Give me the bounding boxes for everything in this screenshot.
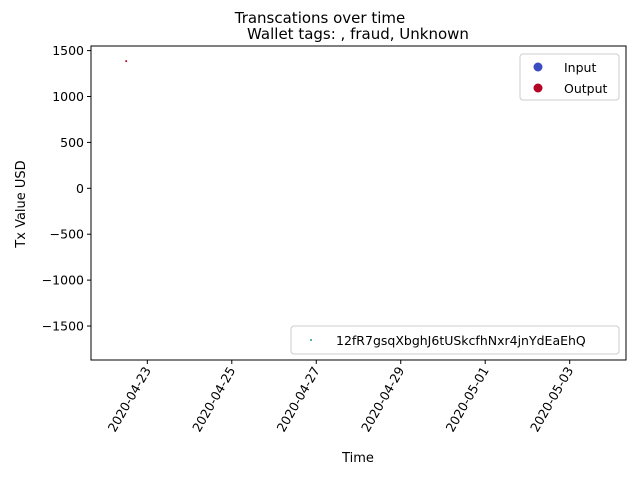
x-tick-label: 2020-05-03 [527, 364, 576, 434]
y-tick-label: 1500 [52, 43, 84, 58]
x-tick-label: 2020-04-25 [189, 364, 238, 434]
y-tick-label: −500 [50, 227, 84, 242]
x-tick-label: 2020-04-29 [358, 364, 407, 434]
chart-suptitle: Transcations over time [234, 9, 406, 27]
x-axis: 2020-04-23 2020-04-25 2020-04-27 2020-04-29… [105, 360, 576, 434]
legend-input-marker [533, 62, 543, 72]
legend-output-label: Output [564, 81, 608, 96]
legend-top: Input Output [519, 53, 620, 101]
legend-bottom-box [290, 325, 620, 355]
chart-title: Wallet tags: , fraud, Unknown [247, 25, 469, 43]
y-tick-label: 500 [60, 135, 84, 150]
y-tick-label: 0 [76, 181, 84, 196]
y-tick-label: −1000 [42, 273, 84, 288]
data-point-output [125, 60, 128, 63]
y-axis-label: Tx Value USD [14, 160, 29, 248]
y-tick-label: −1500 [42, 319, 84, 334]
x-tick-label: 2020-04-27 [274, 364, 323, 434]
legend-top-box [519, 53, 620, 101]
legend-address-label: 12fR7gsqXbghJ6tUSkcfhNxr4jnYdEaEhQ [336, 333, 586, 348]
x-tick-label: 2020-05-01 [442, 364, 491, 434]
x-axis-label: Time [341, 451, 374, 466]
x-tick-label: 2020-04-23 [105, 364, 154, 434]
y-tick-label: 1000 [52, 89, 84, 104]
legend-address-marker [310, 339, 312, 341]
data-points [125, 60, 128, 63]
legend-output-marker [533, 83, 543, 93]
y-axis: 1500 1000 500 0 −500 −1000 −1500 [42, 43, 91, 334]
legend-bottom: 12fR7gsqXbghJ6tUSkcfhNxr4jnYdEaEhQ [290, 325, 620, 355]
legend-input-label: Input [564, 60, 596, 75]
